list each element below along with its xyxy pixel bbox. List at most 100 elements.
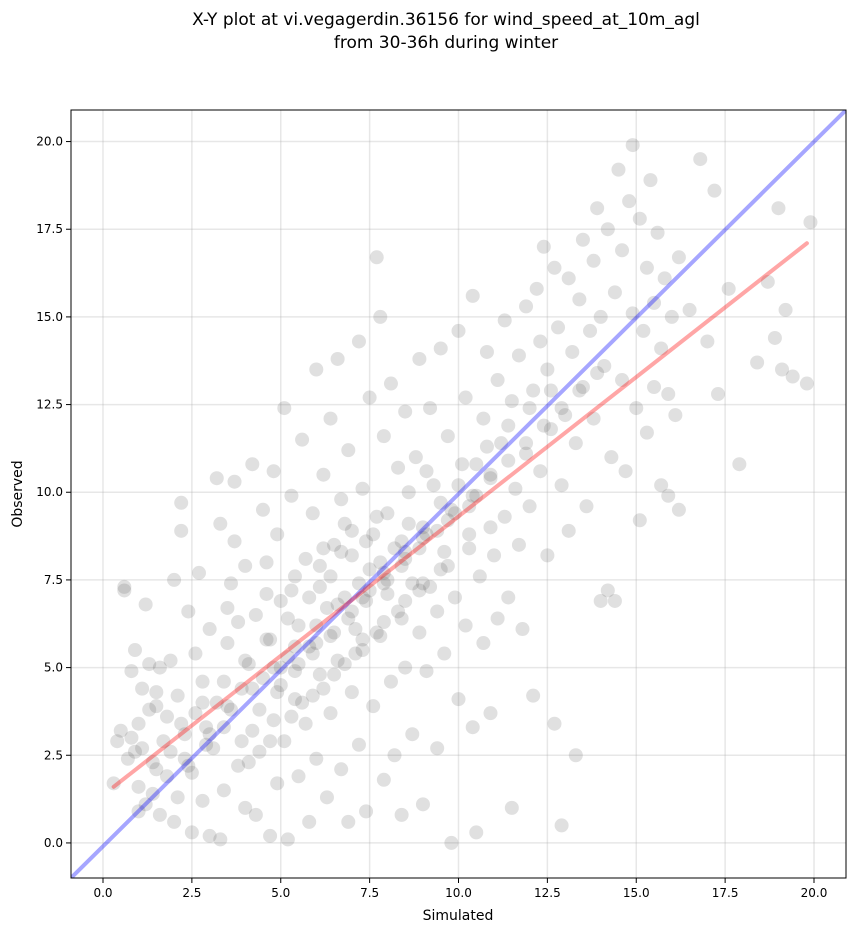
data-point xyxy=(775,362,790,377)
data-point xyxy=(586,411,601,426)
data-point xyxy=(124,664,139,679)
data-point xyxy=(604,450,619,465)
data-point xyxy=(184,765,199,780)
data-point xyxy=(152,660,167,675)
data-point xyxy=(142,702,157,717)
data-point xyxy=(501,453,516,468)
data-point xyxy=(209,471,224,486)
data-point xyxy=(415,530,430,545)
data-point xyxy=(572,292,587,307)
data-point xyxy=(433,341,448,356)
data-point xyxy=(625,306,640,321)
data-point xyxy=(376,565,391,580)
data-point xyxy=(373,629,388,644)
data-point xyxy=(462,499,477,514)
x-tick-label: 12.5 xyxy=(534,886,561,900)
data-point xyxy=(284,488,299,503)
data-point xyxy=(458,618,473,633)
data-point xyxy=(351,334,366,349)
data-point xyxy=(412,541,427,556)
data-point xyxy=(501,418,516,433)
data-point xyxy=(351,576,366,591)
data-point xyxy=(259,632,274,647)
data-point xyxy=(355,632,370,647)
data-point xyxy=(615,373,630,388)
x-tick-label: 15.0 xyxy=(623,886,650,900)
data-point xyxy=(149,762,164,777)
chart-title: X-Y plot at vi.vegagerdin.36156 for wind… xyxy=(192,10,700,53)
data-point xyxy=(220,636,235,651)
data-point xyxy=(142,657,157,672)
data-point xyxy=(721,281,736,296)
data-point xyxy=(337,516,352,531)
data-point xyxy=(291,657,306,672)
data-point xyxy=(533,464,548,479)
data-point xyxy=(341,443,356,458)
data-point xyxy=(174,495,189,510)
data-point xyxy=(163,653,178,668)
data-point xyxy=(444,502,459,517)
data-point xyxy=(199,737,214,752)
data-point xyxy=(700,334,715,349)
data-point xyxy=(671,502,686,517)
data-point xyxy=(362,562,377,577)
data-point xyxy=(440,558,455,573)
data-point xyxy=(366,527,381,542)
data-point xyxy=(305,688,320,703)
data-point xyxy=(248,607,263,622)
data-point xyxy=(522,401,537,416)
data-point xyxy=(302,639,317,654)
data-point xyxy=(401,485,416,500)
data-point xyxy=(305,646,320,661)
data-point xyxy=(259,586,274,601)
data-point xyxy=(255,502,270,517)
data-point xyxy=(376,772,391,787)
x-tick-label: 2.5 xyxy=(182,886,201,900)
data-point xyxy=(209,695,224,710)
data-point xyxy=(647,380,662,395)
data-point xyxy=(415,797,430,812)
data-point xyxy=(302,814,317,829)
data-point xyxy=(522,499,537,514)
data-point xyxy=(447,590,462,605)
data-point xyxy=(149,699,164,714)
data-point xyxy=(362,390,377,405)
data-point xyxy=(583,323,598,338)
data-point xyxy=(234,734,249,749)
data-point xyxy=(394,534,409,549)
data-point xyxy=(565,344,580,359)
data-point xyxy=(355,481,370,496)
data-point xyxy=(575,380,590,395)
data-point xyxy=(394,558,409,573)
data-point xyxy=(572,383,587,398)
data-point xyxy=(124,730,139,745)
data-point xyxy=(479,439,494,454)
data-point xyxy=(167,814,182,829)
data-point xyxy=(405,576,420,591)
data-point xyxy=(750,355,765,370)
data-point xyxy=(547,260,562,275)
y-tick-label: 17.5 xyxy=(36,222,63,236)
data-point xyxy=(330,653,345,668)
data-point xyxy=(632,513,647,528)
data-point xyxy=(654,478,669,493)
data-point xyxy=(487,548,502,563)
data-point xyxy=(202,727,217,742)
data-point xyxy=(554,478,569,493)
data-point xyxy=(359,804,374,819)
data-point xyxy=(554,818,569,833)
data-point xyxy=(447,506,462,521)
data-point xyxy=(465,288,480,303)
y-tick-label: 2.5 xyxy=(44,748,63,762)
data-point xyxy=(398,593,413,608)
data-point xyxy=(305,506,320,521)
data-point xyxy=(174,716,189,731)
data-point xyxy=(423,401,438,416)
data-point xyxy=(327,667,342,682)
data-point xyxy=(497,509,512,524)
data-point xyxy=(543,422,558,437)
data-point xyxy=(334,544,349,559)
data-point xyxy=(551,320,566,335)
data-point xyxy=(732,457,747,472)
data-point xyxy=(430,604,445,619)
